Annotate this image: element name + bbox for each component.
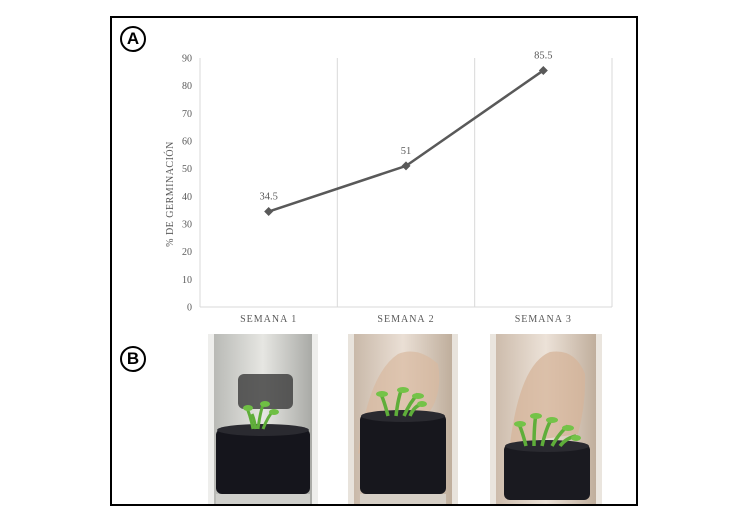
series-line: [268, 69, 545, 213]
data-point: [538, 65, 548, 75]
panel-label-b: B: [120, 346, 146, 372]
x-category-label: SEMANA 2: [377, 314, 434, 325]
y-tick-label: 0: [187, 303, 192, 314]
y-tick-label: 50: [182, 164, 192, 175]
x-category-label: SEMANA 3: [515, 314, 572, 325]
photo-week-3: [490, 334, 602, 504]
x-axis-categories: SEMANA 1 SEMANA 2 SEMANA 3: [240, 314, 572, 325]
figure-frame: A B 0 10 20 30 40 50 60 70 80 90 SEMANA 1 SEMANA 2…: [110, 16, 638, 506]
x-category-label: SEMANA 1: [240, 314, 297, 325]
y-tick-label: 90: [182, 54, 192, 65]
data-point: [401, 161, 411, 171]
y-tick-label: 70: [182, 109, 192, 120]
photo-week-1: [208, 334, 318, 504]
y-tick-label: 40: [182, 192, 192, 203]
y-axis-label: % DE GERMINACIÓN: [164, 141, 176, 247]
panel-label-a: A: [120, 26, 146, 52]
y-tick-label: 60: [182, 137, 192, 148]
y-axis-ticks: 0 10 20 30 40 50 60 70 80 90: [182, 54, 192, 314]
data-label: 34.5: [259, 192, 277, 203]
y-tick-label: 20: [182, 247, 192, 258]
series-line-layer: [264, 65, 548, 217]
y-tick-label: 30: [182, 220, 192, 231]
data-label: 85.5: [534, 50, 552, 61]
data-label: 51: [401, 146, 412, 157]
chart-grid: [199, 58, 613, 308]
data-labels: 34.5 51 85.5: [259, 50, 552, 202]
y-tick-label: 10: [182, 275, 192, 286]
y-tick-label: 80: [182, 81, 192, 92]
photo-week-2: [348, 334, 458, 504]
data-point: [264, 207, 274, 217]
